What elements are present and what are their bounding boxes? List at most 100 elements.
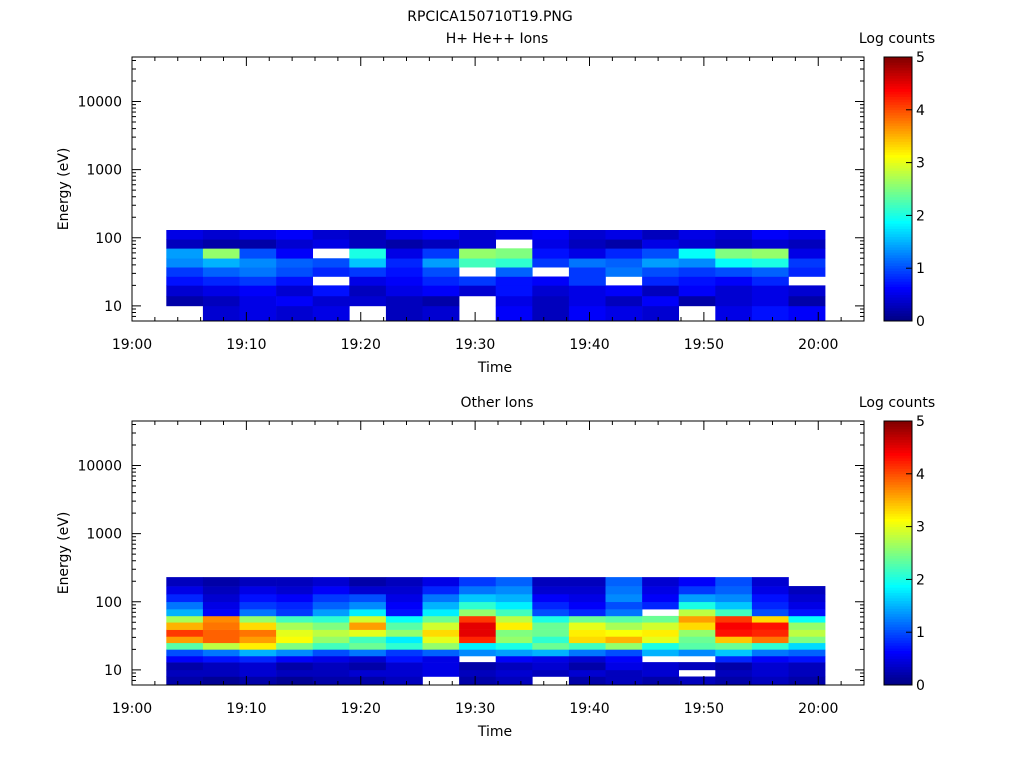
colorbar-step	[884, 170, 912, 174]
heatmap-cell	[166, 669, 204, 677]
heatmap-cell	[642, 636, 680, 644]
heatmap-cell	[349, 594, 387, 603]
heatmap-cell	[532, 662, 570, 671]
heatmap-cell	[202, 662, 240, 671]
heatmap-cell	[495, 622, 533, 630]
heatmap-cell	[422, 609, 460, 617]
heatmap-cell	[239, 577, 277, 587]
heatmap-cell	[312, 642, 350, 650]
x-tick-label: 19:00	[112, 337, 152, 353]
heatmap-cell	[605, 285, 643, 297]
heatmap-cell	[532, 586, 570, 595]
heatmap-cell	[568, 285, 606, 297]
colorbar-step	[884, 302, 912, 306]
heatmap-cell	[715, 276, 753, 286]
heatmap-cell	[715, 662, 753, 671]
x-axis-label: Time	[477, 724, 512, 740]
heatmap-cell	[166, 258, 204, 268]
heatmap-cell	[312, 594, 350, 603]
heatmap-cell	[568, 629, 606, 637]
heatmap-cell	[166, 295, 204, 307]
colorbar-step	[884, 199, 912, 203]
colorbar-step	[884, 545, 912, 549]
y-tick-label: 1000	[86, 163, 122, 179]
colorbar-step	[884, 539, 912, 543]
heatmap-cell	[642, 230, 680, 240]
heatmap-cell	[605, 662, 643, 671]
heatmap-cell	[568, 622, 606, 630]
colorbar-step	[884, 93, 912, 97]
heatmap-cell	[495, 248, 533, 259]
heatmap-cell	[642, 642, 680, 650]
heatmap-cell	[678, 609, 716, 617]
colorbar-step	[884, 265, 912, 269]
heatmap-cell	[312, 676, 350, 686]
colorbar-step	[884, 463, 912, 467]
colorbar-step	[884, 268, 912, 272]
heatmap-cell	[385, 662, 423, 671]
heatmap-cell	[568, 636, 606, 644]
heatmap-cell	[605, 594, 643, 603]
heatmap-cell	[495, 609, 533, 617]
heatmap-cell	[751, 655, 789, 663]
colorbar-step	[884, 123, 912, 127]
heatmap-cell	[166, 615, 204, 623]
heatmap-cell	[605, 305, 643, 322]
colorbar-step	[884, 579, 912, 583]
heatmap-cell	[202, 609, 240, 617]
heatmap-cell	[532, 642, 570, 650]
heatmap-cell	[312, 622, 350, 630]
colorbar-step	[884, 297, 912, 301]
heatmap-cell	[642, 662, 680, 671]
heatmap-cell	[532, 655, 570, 663]
colorbar-tick-label: 5	[916, 414, 925, 430]
heatmap-cell	[642, 586, 680, 595]
heatmap-cell	[349, 295, 387, 307]
heatmap-cell	[678, 586, 716, 595]
colorbar-step	[884, 648, 912, 652]
colorbar-step	[884, 452, 912, 456]
colorbar-step	[884, 597, 912, 601]
heatmap-cell	[788, 642, 826, 650]
heatmap-cell	[495, 267, 533, 277]
heatmap-cell	[495, 586, 533, 595]
colorbar-step	[884, 109, 912, 113]
colorbar-step	[884, 682, 912, 686]
colorbar-step	[884, 439, 912, 443]
heatmap-cell	[788, 594, 826, 603]
colorbar-tick-label: 2	[916, 208, 925, 224]
colorbar-step	[884, 605, 912, 609]
heatmap-cell	[276, 594, 314, 603]
colorbar-step	[884, 215, 912, 219]
colorbar-step	[884, 619, 912, 623]
heatmap-cell	[605, 267, 643, 277]
colorbar-step	[884, 278, 912, 282]
heatmap-cell	[642, 669, 680, 677]
colorbar-frame	[883, 56, 913, 322]
heatmap-cell	[312, 239, 350, 249]
colorbar-step	[884, 428, 912, 432]
colorbar-step	[884, 107, 912, 111]
colorbar-step	[884, 571, 912, 575]
colorbar-step	[884, 67, 912, 71]
heatmap-cell	[788, 649, 826, 657]
colorbar-step	[884, 130, 912, 134]
heatmap-cell	[385, 609, 423, 617]
heatmap-cell	[532, 295, 570, 307]
heatmap-cell	[788, 622, 826, 630]
heatmap-cell	[715, 629, 753, 637]
heatmap-cell	[459, 622, 497, 630]
colorbar-step	[884, 101, 912, 105]
colorbar-step	[884, 661, 912, 665]
heatmap-cell	[312, 609, 350, 617]
x-axis: 19:00 19:10 19:20 19:30 19:40 19:50 20:00	[112, 57, 865, 353]
x-tick-label: 19:00	[112, 701, 152, 717]
heatmap-cell	[642, 276, 680, 286]
heatmap-cell	[349, 622, 387, 630]
colorbar-step	[884, 637, 912, 641]
colorbar-step	[884, 634, 912, 638]
colorbar-step	[884, 674, 912, 678]
heatmap-cell	[276, 629, 314, 637]
heatmap-cell	[276, 239, 314, 249]
heatmap-cell	[715, 601, 753, 610]
